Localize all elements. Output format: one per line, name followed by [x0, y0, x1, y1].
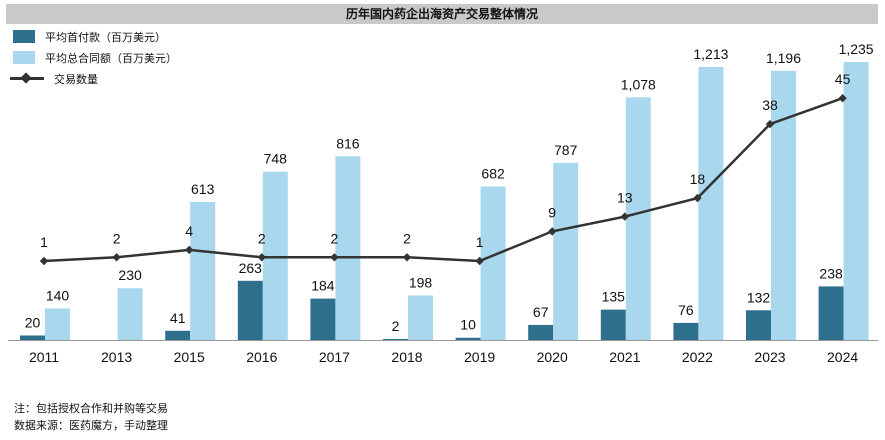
legend-swatch-count: [10, 72, 44, 85]
legend-item-upfront: 平均首付款（百万美元）: [10, 26, 177, 47]
legend-item-count: 交易数量: [10, 68, 177, 89]
bar-upfront-2020: [528, 324, 554, 340]
label-total-2020: 787: [554, 142, 578, 158]
label-total-2018: 198: [409, 274, 433, 290]
marker-count-2018: [402, 253, 412, 262]
legend-label-count: 交易数量: [54, 72, 98, 86]
footnote-source: 数据来源：医药魔方，手动整理: [14, 419, 168, 432]
label-upfront-2011: 20: [25, 314, 41, 330]
marker-count-2024: [838, 94, 847, 103]
x-tick-2024: 2024: [827, 349, 858, 365]
marker-count-2019: [475, 256, 484, 266]
label-count-2019: 1: [476, 234, 484, 250]
line-deal-count: [43, 97, 844, 263]
footnote: 注：包括授权合作和并购等交易 数据来源：医药魔方，手动整理: [14, 400, 168, 434]
marker-count-2015: [185, 245, 194, 255]
x-tick-2011: 2011: [29, 349, 59, 365]
label-upfront-2018: 2: [392, 318, 400, 334]
bar-total-2013: [117, 288, 143, 340]
bar-upfront-2018: [383, 339, 408, 340]
label-count-2024: 45: [835, 71, 851, 87]
label-total-2017: 816: [336, 135, 360, 151]
label-upfront-2023: 132: [747, 289, 771, 305]
label-count-2011: 1: [40, 234, 48, 250]
bar-upfront-2016: [237, 280, 263, 340]
x-tick-2018: 2018: [391, 349, 422, 365]
label-total-2019: 682: [481, 165, 505, 181]
marker-count-2023: [765, 119, 775, 129]
bar-total-2017: [335, 156, 361, 340]
label-total-2022: 1,213: [693, 46, 728, 62]
bar-total-2024: [843, 62, 869, 340]
label-total-2021: 1,078: [621, 76, 656, 92]
marker-count-2021: [620, 212, 629, 221]
label-total-2015: 613: [191, 181, 215, 197]
label-total-2013: 230: [118, 267, 142, 283]
x-tick-2019: 2019: [464, 349, 495, 365]
bar-total-2022: [698, 66, 724, 341]
bar-total-2021: [625, 97, 651, 341]
legend-label-total: 平均总合同额（百万美元）: [45, 51, 177, 65]
legend-swatch-total: [13, 51, 35, 64]
bar-upfront-2023: [746, 310, 771, 340]
marker-count-2011: [39, 256, 49, 266]
bar-upfront-2019: [455, 337, 481, 340]
x-tick-2020: 2020: [537, 349, 568, 365]
x-tick-2013: 2013: [101, 349, 132, 365]
label-total-2024: 1,235: [839, 41, 874, 57]
label-count-2016: 2: [258, 230, 266, 246]
legend-label-upfront: 平均首付款（百万美元）: [45, 30, 166, 44]
label-upfront-2024: 238: [819, 265, 843, 281]
label-upfront-2022: 76: [678, 302, 694, 318]
legend-item-total: 平均总合同额（百万美元）: [10, 47, 177, 68]
bar-upfront-2015: [165, 330, 191, 340]
chart-title: 历年国内药企出海资产交易整体情况: [6, 4, 878, 24]
label-upfront-2021: 135: [602, 289, 626, 305]
label-count-2022: 18: [690, 171, 706, 187]
label-upfront-2017: 184: [311, 278, 335, 294]
x-tick-2021: 2021: [609, 349, 640, 365]
marker-count-2016: [257, 253, 266, 262]
legend-swatch-upfront: [13, 30, 35, 43]
x-tick-2017: 2017: [319, 349, 350, 365]
bar-total-2020: [553, 162, 579, 340]
x-tick-2022: 2022: [682, 349, 713, 365]
label-upfront-2020: 67: [533, 304, 549, 320]
bar-total-2011: [45, 308, 70, 340]
bar-upfront-2024: [818, 286, 844, 340]
label-total-2016: 748: [264, 151, 288, 167]
bar-total-2016: [262, 171, 288, 340]
label-total-2023: 1,196: [766, 50, 801, 66]
bar-total-2018: [408, 295, 433, 340]
footnote-note: 注：包括授权合作和并购等交易: [14, 402, 168, 415]
legend: 平均首付款（百万美元） 平均总合同额（百万美元） 交易数量: [10, 26, 177, 89]
label-count-2023: 38: [762, 97, 778, 113]
marker-count-2013: [112, 253, 121, 262]
x-tick-2015: 2015: [174, 349, 205, 365]
label-upfront-2015: 41: [170, 310, 186, 326]
marker-count-2020: [548, 227, 557, 236]
label-upfront-2016: 263: [239, 260, 263, 276]
bar-total-2019: [480, 186, 506, 340]
bar-upfront-2017: [310, 298, 336, 340]
bar-upfront-2021: [600, 309, 626, 340]
x-tick-2016: 2016: [246, 349, 277, 365]
label-count-2020: 9: [548, 204, 556, 220]
label-count-2021: 13: [617, 190, 633, 206]
label-count-2015: 4: [185, 223, 193, 239]
label-count-2017: 2: [331, 230, 339, 246]
x-tick-2023: 2023: [754, 349, 785, 365]
label-count-2018: 2: [403, 230, 411, 246]
bar-total-2015: [190, 202, 216, 340]
bar-upfront-2022: [673, 322, 699, 340]
bar-upfront-2011: [20, 335, 45, 340]
label-upfront-2019: 10: [460, 317, 476, 333]
label-count-2013: 2: [113, 230, 121, 246]
marker-count-2022: [693, 193, 702, 203]
marker-count-2017: [330, 253, 339, 262]
label-total-2011: 140: [46, 287, 70, 303]
